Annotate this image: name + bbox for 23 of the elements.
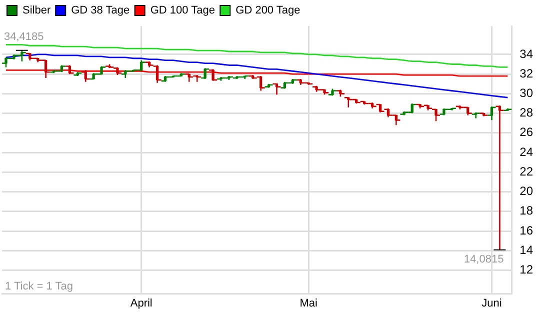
annotation: 34,4185 (4, 30, 44, 43)
annotation: 14,0815 (464, 253, 504, 266)
y-tick-label: 30 (520, 86, 534, 100)
x-tick-label: Juni (482, 297, 502, 310)
legend-label: GD 38 Tage (71, 4, 130, 17)
x-tick-label: April (130, 297, 152, 310)
annotation: 1 Tick = 1 Tag (5, 280, 73, 292)
y-tick-label: 32 (520, 66, 534, 80)
y-tick-label: 20 (520, 184, 534, 198)
y-tick-label: 18 (520, 204, 534, 218)
legend-label: GD 100 Tage (150, 4, 215, 17)
y-tick-label: 12 (520, 262, 534, 277)
y-tick-label: 28 (520, 106, 534, 120)
x-tick-label: Mai (300, 297, 318, 310)
y-tick-label: 14 (520, 242, 534, 257)
legend-label: Silber (22, 4, 51, 17)
legend-label: GD 200 Tage (236, 4, 300, 17)
y-tick-label: 16 (520, 223, 534, 238)
candlestick (80, 69, 90, 83)
y-tick-label: 26 (520, 125, 534, 140)
y-tick-label: 34 (520, 46, 534, 61)
y-tick-label: 22 (520, 164, 534, 178)
y-tick-label: 24 (520, 144, 534, 159)
